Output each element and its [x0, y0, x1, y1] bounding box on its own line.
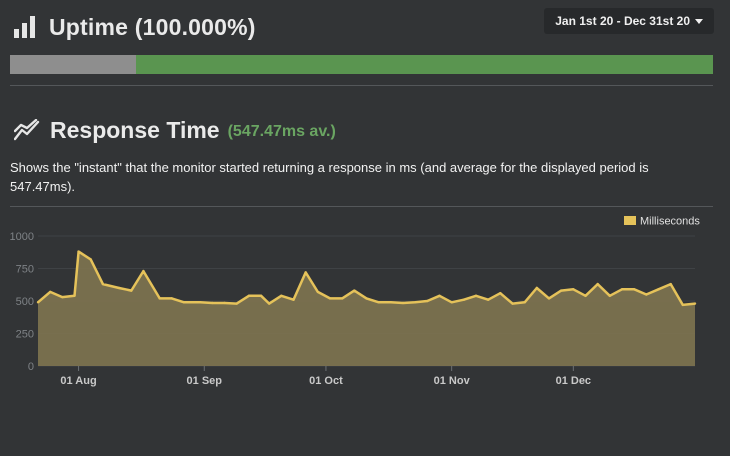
data-point [620, 288, 624, 291]
data-point [292, 298, 295, 301]
uptime-header: Uptime (100.000%) [14, 12, 256, 42]
data-point [596, 282, 599, 286]
data-point [77, 250, 80, 253]
data-point [523, 301, 526, 304]
uptime-title: Uptime (100.000%) [49, 13, 256, 40]
data-point [259, 294, 263, 297]
y-tick-label: 1000 [10, 231, 34, 243]
data-point [223, 301, 226, 305]
data-point [73, 294, 76, 297]
data-point [117, 286, 121, 290]
date-range-dropdown[interactable]: Jan 1st 20 - Dec 31st 20 [544, 8, 714, 34]
data-point [572, 288, 575, 291]
response-time-chart-svg: 0 250 500 750 1000 01 Aug 01 Sep 01 Oct 01 Nov 0… [10, 216, 701, 388]
uptime-bar-no-data-segment [10, 55, 136, 74]
data-point [499, 292, 502, 295]
data-point [535, 286, 539, 290]
data-point [328, 297, 332, 300]
data-point [280, 294, 283, 297]
data-point [413, 301, 417, 304]
data-point [377, 301, 380, 304]
data-point [474, 294, 478, 297]
data-point [584, 294, 587, 297]
response-time-chart: 0 250 500 750 1000 01 Aug 01 Sep 01 Oct 01 Nov 0… [0, 207, 730, 397]
data-point [142, 269, 145, 273]
legend-label: Milliseconds [640, 216, 700, 228]
x-tick-label: 01 Nov [434, 375, 471, 387]
data-point [199, 301, 202, 304]
response-time-average: (547.47ms av.) [227, 122, 336, 140]
data-point [36, 301, 40, 304]
data-point [182, 301, 186, 304]
data-point [450, 301, 453, 304]
data-point [101, 282, 105, 286]
data-point [547, 297, 551, 300]
x-tick-label: 01 Dec [556, 375, 591, 387]
data-point [340, 297, 344, 300]
legend-swatch [624, 216, 636, 225]
y-tick-label: 250 [16, 329, 34, 341]
data-point [608, 294, 612, 297]
y-tick-label: 0 [28, 361, 34, 373]
data-point [511, 302, 514, 305]
data-point [645, 293, 648, 296]
x-tick-label: 01 Sep [187, 375, 223, 387]
data-point [486, 298, 490, 301]
data-point [681, 303, 685, 307]
response-time-description: Shows the "instant" that the monitor sta… [10, 160, 649, 194]
data-point [657, 288, 660, 291]
data-point [158, 297, 161, 300]
data-point [316, 290, 320, 294]
data-point [559, 289, 563, 292]
uptime-bar [10, 55, 713, 74]
data-point [61, 295, 64, 299]
data-point [365, 297, 368, 300]
data-point [693, 302, 697, 305]
data-point [130, 289, 133, 292]
data-point [401, 301, 405, 305]
data-point [632, 288, 636, 291]
data-point [48, 290, 52, 294]
data-point [235, 302, 238, 305]
data-point [462, 298, 466, 301]
y-tick-label: 750 [16, 264, 34, 276]
data-point [247, 294, 251, 297]
data-point [426, 299, 429, 303]
data-point [304, 271, 307, 274]
line-chart-icon [14, 119, 40, 141]
caret-down-icon [695, 18, 703, 24]
x-tick-label: 01 Aug [60, 375, 96, 387]
data-point [211, 301, 214, 305]
data-point [438, 294, 441, 297]
y-tick-label: 500 [16, 296, 34, 308]
bar-chart-icon [14, 16, 38, 38]
series-area [38, 251, 695, 366]
section-divider [10, 85, 713, 86]
x-tick-label: 01 Oct [309, 375, 343, 387]
response-time-header: Response Time (547.47ms av.) [14, 116, 336, 144]
response-time-title: Response Time [50, 116, 220, 143]
uptime-bar-up-segment [136, 55, 713, 74]
data-point [669, 282, 672, 286]
date-range-label: Jan 1st 20 - Dec 31st 20 [555, 14, 690, 28]
data-point [267, 302, 271, 305]
data-point [170, 297, 174, 300]
data-point [89, 258, 92, 261]
data-point [389, 301, 393, 304]
chart-legend: Milliseconds [624, 216, 700, 228]
chart-divider [10, 206, 713, 207]
data-point [353, 289, 356, 292]
